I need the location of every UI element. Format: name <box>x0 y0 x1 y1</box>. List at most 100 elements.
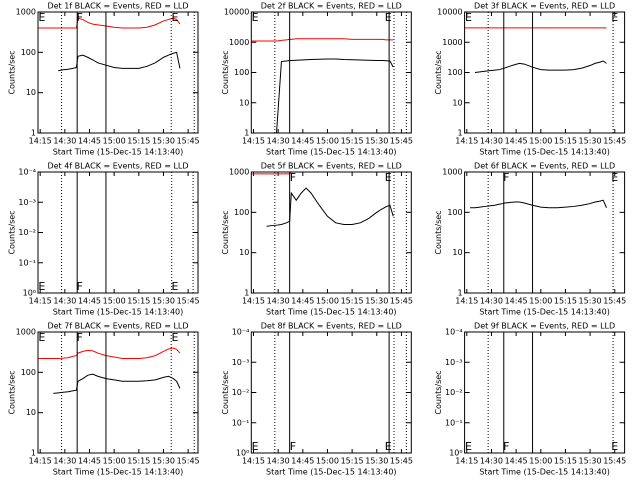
plot-frame <box>37 331 199 454</box>
plot-frame <box>250 331 412 454</box>
panel-title: Det 8f BLACK = Events, RED = LLD <box>261 322 402 331</box>
panel-title: Det 6f BLACK = Events, RED = LLD <box>474 162 615 171</box>
panel: Det 9f BLACK = Events, RED = LLD Start Ti… <box>434 322 626 477</box>
x-axis-title: Start Time (15-Dec-15 14:13:40) <box>266 148 397 157</box>
y-axis-title: Counts/sec <box>434 210 443 254</box>
flag-letter: E <box>38 331 45 344</box>
x-tick-label: 14:45 <box>78 137 101 146</box>
x-tick-label: 15:15 <box>554 457 577 466</box>
y-tick-label: 10⁻³ <box>232 358 250 367</box>
flag-letter: F <box>503 171 509 184</box>
x-tick-label: 15:30 <box>152 137 175 146</box>
panel: Det 7f BLACK = Events, RED = LLD Start Ti… <box>8 322 200 477</box>
data-line <box>474 60 607 73</box>
y-tick-label: 10 <box>239 248 249 257</box>
x-tick-label: 15:15 <box>341 297 364 306</box>
x-tick-label: 14:45 <box>78 457 101 466</box>
x-tick-label: 15:30 <box>365 457 388 466</box>
y-axis-title: Counts/sec <box>221 210 230 254</box>
y-tick-label: 10⁻⁴ <box>232 328 250 337</box>
y-tick-label: 10⁻¹ <box>18 258 36 267</box>
x-axis-title: Start Time (15-Dec-15 14:13:40) <box>53 308 184 317</box>
x-tick-label: 15:30 <box>579 137 602 146</box>
x-tick-label: 15:30 <box>152 297 175 306</box>
flag-letter: E <box>465 11 472 24</box>
x-tick-label: 14:15 <box>242 297 265 306</box>
y-tick-label: 1 <box>31 449 36 458</box>
flag-letter: F <box>76 11 82 24</box>
y-tick-label: 10⁻¹ <box>445 418 463 427</box>
y-tick-label: 10⁻¹ <box>232 418 250 427</box>
y-tick-label: 100 <box>21 368 36 377</box>
y-tick-label: 10 <box>26 88 36 97</box>
data-line <box>38 17 181 29</box>
x-tick-label: 14:15 <box>29 457 52 466</box>
plot-frame <box>250 171 412 294</box>
data-line <box>38 347 181 360</box>
x-tick-label: 14:30 <box>267 137 290 146</box>
flag-letter: E <box>252 440 259 453</box>
y-tick-label: 10⁻³ <box>445 358 463 367</box>
flag-letter: E <box>611 11 618 24</box>
x-tick-label: 15:15 <box>341 137 364 146</box>
panel-title: Det 5f BLACK = Events, RED = LLD <box>261 162 402 171</box>
y-axis-title: Counts/sec <box>434 50 443 94</box>
x-tick-label: 14:45 <box>78 297 101 306</box>
flag-letter: E <box>385 440 392 453</box>
flag-letter: E <box>172 331 179 344</box>
x-tick-label: 15:45 <box>603 137 626 146</box>
y-tick-label: 10⁻² <box>18 228 36 237</box>
y-tick-label: 1000 <box>229 168 249 177</box>
data-line <box>470 199 607 209</box>
x-tick-label: 15:15 <box>341 457 364 466</box>
y-tick-label: 10⁻³ <box>18 198 36 207</box>
x-axis-title: Start Time (15-Dec-15 14:13:40) <box>53 148 184 157</box>
x-tick-label: 15:00 <box>103 457 126 466</box>
plot-frame <box>37 11 199 134</box>
x-tick-label: 15:00 <box>103 137 126 146</box>
panel: Det 2f BLACK = Events, RED = LLD Start Ti… <box>221 2 413 157</box>
x-tick-label: 14:30 <box>53 137 76 146</box>
x-tick-label: 15:45 <box>390 297 413 306</box>
x-tick-label: 15:00 <box>103 297 126 306</box>
x-tick-label: 15:30 <box>152 457 175 466</box>
flag-letter: E <box>611 171 618 184</box>
x-tick-label: 14:15 <box>242 457 265 466</box>
x-tick-label: 14:45 <box>505 457 528 466</box>
y-tick-label: 100 <box>234 208 249 217</box>
x-tick-label: 14:45 <box>291 457 314 466</box>
y-tick-label: 100 <box>21 48 36 57</box>
flag-letter: F <box>503 440 509 453</box>
x-tick-label: 15:45 <box>603 297 626 306</box>
x-tick-label: 14:15 <box>242 137 265 146</box>
x-tick-label: 14:30 <box>267 457 290 466</box>
y-axis-title: Counts/sec <box>221 370 230 414</box>
flag-letter: E <box>172 280 179 293</box>
x-tick-label: 15:45 <box>603 457 626 466</box>
x-tick-label: 15:00 <box>316 457 339 466</box>
x-axis-title: Start Time (15-Dec-15 14:13:40) <box>266 308 397 317</box>
x-axis-title: Start Time (15-Dec-15 14:13:40) <box>266 468 397 477</box>
x-axis-title: Start Time (15-Dec-15 14:13:40) <box>479 468 610 477</box>
panel-title: Det 1f BLACK = Events, RED = LLD <box>47 2 188 11</box>
y-tick-label: 10 <box>452 98 462 107</box>
x-tick-label: 14:30 <box>480 297 503 306</box>
x-axis-title: Start Time (15-Dec-15 14:13:40) <box>479 308 610 317</box>
y-tick-label: 10 <box>452 248 462 257</box>
x-tick-label: 14:45 <box>505 297 528 306</box>
data-line <box>58 51 181 72</box>
data-line <box>251 38 394 42</box>
panel-title: Det 4f BLACK = Events, RED = LLD <box>47 162 188 171</box>
x-tick-label: 15:45 <box>390 457 413 466</box>
flag-letter: F <box>290 440 296 453</box>
x-tick-label: 15:00 <box>529 297 552 306</box>
x-tick-label: 15:15 <box>127 457 150 466</box>
y-tick-label: 1000 <box>16 328 36 337</box>
y-axis-title: Counts/sec <box>8 210 17 254</box>
x-tick-label: 15:00 <box>316 297 339 306</box>
plot-frame <box>250 11 412 134</box>
plot-frame <box>464 331 626 454</box>
panel-title: Det 3f BLACK = Events, RED = LLD <box>474 2 615 11</box>
